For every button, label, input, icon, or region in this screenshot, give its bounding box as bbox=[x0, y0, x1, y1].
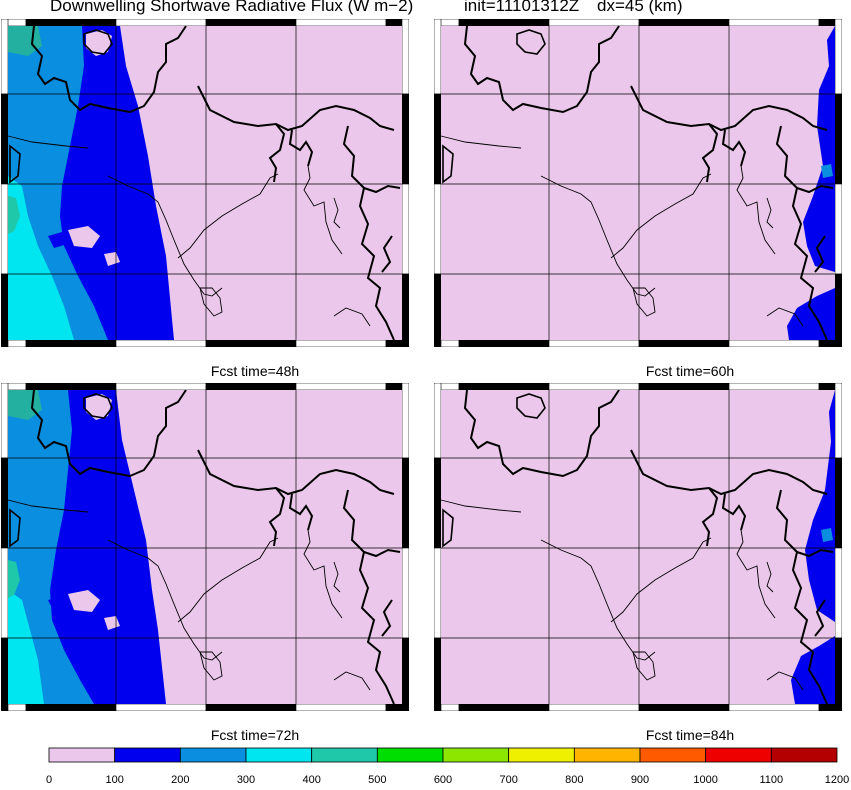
colorbar-swatch bbox=[508, 747, 575, 763]
colorbar-swatch bbox=[705, 747, 772, 763]
title-init-time: init=11101312Z bbox=[464, 0, 580, 15]
caption-60h: Fcst time=60h bbox=[645, 363, 735, 379]
caption-72h: Fcst time=72h bbox=[210, 727, 300, 743]
colorbar-tick-label: 200 bbox=[171, 774, 189, 786]
caption-84h: Fcst time=84h bbox=[645, 727, 735, 743]
colorbar-tick-label: 500 bbox=[368, 774, 386, 786]
map-svg bbox=[1, 19, 409, 347]
title-grid-spacing: dx=45 (km) bbox=[597, 0, 683, 15]
map-panel-60h bbox=[434, 19, 842, 347]
colorbar-swatch bbox=[639, 747, 707, 763]
colorbar-swatch bbox=[573, 747, 641, 763]
title-variable: Downwelling Shortwave Radiative Flux (W … bbox=[50, 0, 414, 15]
colorbar-tick-label: 600 bbox=[434, 774, 452, 786]
colorbar-tick-label: 1100 bbox=[760, 774, 784, 786]
colorbar-tick-label: 800 bbox=[565, 774, 583, 786]
colorbar-tick-label: 100 bbox=[105, 774, 123, 786]
map-svg bbox=[1, 383, 409, 711]
map-svg bbox=[434, 383, 842, 711]
colorbar-swatch bbox=[311, 747, 378, 763]
figure-title: Downwelling Shortwave Radiative Flux (W … bbox=[0, 0, 851, 20]
colorbar-swatch bbox=[114, 747, 181, 763]
colorbar-swatch bbox=[245, 747, 313, 763]
colorbar-swatch bbox=[376, 747, 444, 763]
colorbar-tick-label: 700 bbox=[499, 774, 517, 786]
colorbar-tick-label: 400 bbox=[302, 774, 320, 786]
colorbar-tick-label: 1000 bbox=[693, 774, 717, 786]
map-panel-84h bbox=[434, 383, 842, 711]
map-svg bbox=[434, 19, 842, 347]
caption-48h: Fcst time=48h bbox=[210, 363, 300, 379]
colorbar-tick-label: 900 bbox=[631, 774, 649, 786]
map-panel-48h bbox=[1, 19, 409, 347]
colorbar-tick-label: 0 bbox=[46, 774, 52, 786]
colorbar-swatch bbox=[442, 747, 510, 763]
colorbar-swatch bbox=[48, 747, 116, 763]
map-panel-72h bbox=[1, 383, 409, 711]
colorbar-tick-label: 1200 bbox=[825, 774, 849, 786]
colorbar-tick-label: 300 bbox=[237, 774, 255, 786]
colorbar-legend: 0 100 200 300 400 500 600 700 800 900 1000 1100 1200 bbox=[46, 747, 849, 786]
colorbar-swatch bbox=[770, 747, 838, 763]
colorbar-swatch bbox=[179, 747, 247, 763]
